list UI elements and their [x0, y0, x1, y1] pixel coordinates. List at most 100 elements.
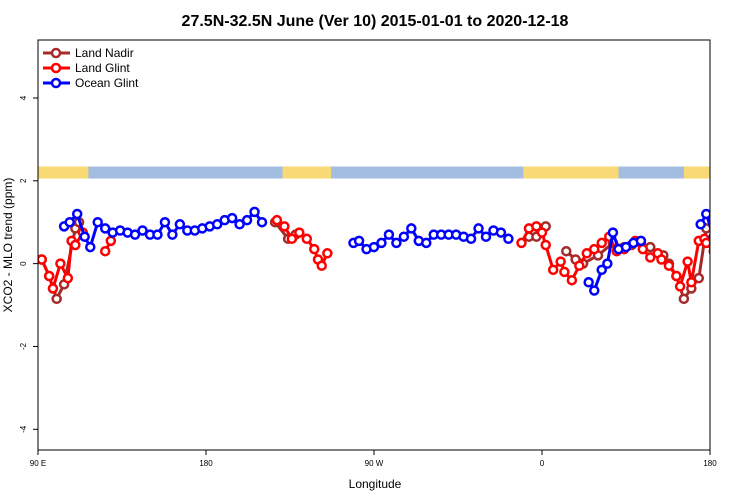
land-glint-point-0-6: [70, 239, 81, 251]
ocean-glint-point-1-17: [473, 223, 484, 234]
ocean-glint-point-1-16: [465, 233, 477, 245]
y-tick-label-2: 0: [19, 261, 28, 266]
chart-title: 27.5N-32.5N June (Ver 10) 2015-01-01 to …: [182, 13, 569, 30]
ocean-glint-point-0-13: [152, 229, 163, 240]
ocean-glint-point-1-4: [376, 237, 387, 249]
land-glint-line-3: [520, 224, 705, 288]
ocean-glint-point-1-3: [368, 241, 380, 253]
land-strip-2: [523, 166, 619, 179]
x-tick-label-3: 0: [540, 459, 545, 468]
ocean-glint-point-1-5: [383, 229, 395, 240]
land-glint-point-3-2: [531, 221, 542, 232]
land-glint-point-3-20: [656, 254, 667, 265]
ocean-glint-point-3-1: [701, 208, 710, 220]
axis-ticks: 90 E 180 90 W 0 180 -4 -2 0 2 4: [19, 95, 717, 468]
ocean-glint-point-2-8: [635, 235, 647, 247]
ocean-glint-point-0-15: [167, 229, 178, 240]
ocean-glint-point-0-5: [92, 216, 103, 228]
ocean-glint-point-0-10: [129, 229, 141, 240]
land-glint-point-2-4: [301, 233, 313, 245]
ocean-glint-point-1-20: [495, 227, 507, 238]
legend-marker-land-glint: [50, 62, 62, 74]
land-glint-point-3-18: [645, 252, 656, 263]
land-glint-point-2-1: [279, 221, 290, 232]
land-glint-point-3-22: [671, 270, 682, 282]
land-glint-point-0-4: [62, 272, 74, 284]
ocean-glint-point-1-10: [421, 237, 432, 249]
land-glint-point-1-0: [99, 245, 111, 257]
land-nadir-point-4-0: [561, 245, 572, 257]
ocean-glint-point-2-0: [583, 277, 594, 288]
legend-label-land-nadir: Land Nadir: [75, 46, 134, 60]
land-glint-point-3-4: [540, 239, 551, 251]
ocean-glint-point-0-26: [249, 206, 260, 218]
ocean-glint-point-1-21: [503, 233, 514, 245]
ocean-glint-point-3-6: [740, 229, 748, 237]
x-tick-label-1: 180: [199, 459, 213, 468]
land-glint-point-3-23: [674, 281, 686, 292]
land-glint-point-3-25: [686, 277, 697, 288]
land-glint-point-2-8: [322, 248, 333, 259]
land-glint-point-2-7: [316, 260, 327, 271]
y-tick-label-1: -2: [19, 342, 28, 350]
legend-item-land-glint: Land Glint: [43, 61, 130, 75]
land-strip-1: [282, 166, 332, 179]
ocean-glint-point-0-23: [226, 212, 238, 224]
legend-marker-ocean-glint: [50, 77, 62, 89]
ocean-glint-point-1-18: [480, 231, 492, 242]
ocean-glint-point-1-7: [398, 231, 410, 242]
legend-item-land-nadir: Land Nadir: [43, 46, 134, 60]
ocean-glint-point-0-24: [234, 219, 245, 230]
land-glint-point-3-7: [559, 266, 570, 278]
ocean-glint-point-1-1: [353, 235, 365, 247]
legend-item-ocean-glint: Ocean Glint: [43, 76, 139, 90]
land-glint-point-2-2: [286, 233, 298, 245]
land-glint-point-0-0: [38, 254, 47, 265]
legend-label-ocean-glint: Ocean Glint: [75, 76, 139, 90]
ocean-glint-point-3-2: [708, 233, 710, 241]
y-tick-label-0: -4: [19, 425, 28, 433]
ocean-glint-point-0-27: [256, 216, 268, 228]
y-axis-label: XCO2 - MLO trend (ppm): [1, 178, 15, 313]
ocean-glint-point-0-2: [71, 208, 83, 220]
ocean-glint-point-0-21: [211, 219, 223, 230]
land-ocean-mask: [38, 166, 710, 179]
ocean-glint-point-3-4: [725, 216, 733, 224]
land-strip-0: [38, 166, 89, 179]
series-layer: [38, 206, 748, 305]
land-glint-point-0-1: [43, 270, 55, 282]
legend: Land Nadir Land Glint Ocean Glint: [43, 46, 139, 90]
land-glint-point-4-1: [708, 247, 710, 255]
land-glint-point-3-9: [574, 260, 585, 271]
legend-label-land-glint: Land Glint: [75, 61, 130, 75]
land-glint-point-1-1: [105, 235, 117, 247]
ocean-glint-point-2-4: [607, 227, 619, 238]
ocean-glint-point-3-3: [717, 241, 725, 249]
ocean-glint-point-2-2: [596, 264, 607, 276]
land-glint-point-3-3: [536, 227, 548, 238]
land-glint-point-3-12: [596, 237, 607, 249]
land-glint-point-3-24: [682, 256, 693, 267]
ocean-glint-point-0-11: [137, 225, 148, 236]
land-glint-point-3-6: [555, 256, 566, 267]
legend-marker-land-nadir: [50, 47, 62, 59]
land-glint-point-0-2: [47, 283, 59, 294]
land-nadir-point-4-16: [708, 218, 710, 226]
y-tick-label-3: 2: [19, 178, 28, 183]
ocean-glint-point-0-4: [85, 241, 96, 253]
land-glint-point-4-0: [701, 237, 710, 249]
land-nadir-point-0-2: [51, 293, 62, 305]
ocean-glint-point-0-14: [159, 216, 171, 228]
land-glint-point-2-5: [309, 243, 320, 255]
land-glint-point-3-8: [566, 274, 578, 286]
land-nadir-point-4-12: [678, 293, 690, 305]
land-nadir-point-4-14: [693, 272, 705, 284]
land-glint-point-3-21: [663, 260, 675, 271]
land-glint-point-3-10: [581, 248, 593, 259]
plot-frame: [37, 39, 711, 451]
ocean-glint-point-0-1: [64, 216, 75, 228]
land-glint-point-3-5: [547, 264, 559, 276]
ocean-glint-point-0-25: [241, 214, 253, 226]
ocean-glint-point-2-3: [602, 258, 613, 269]
